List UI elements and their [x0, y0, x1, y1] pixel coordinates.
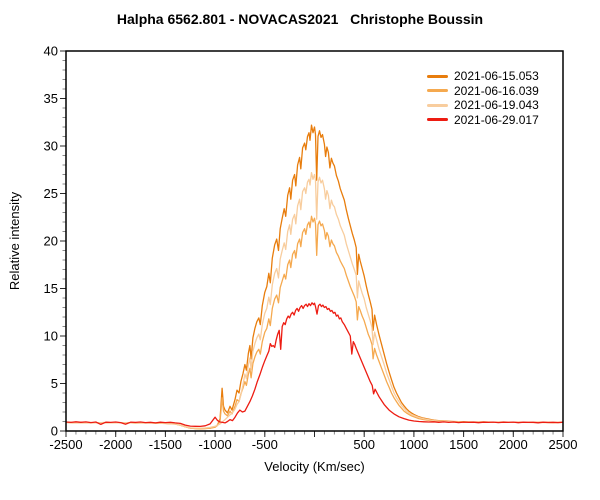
y-tick-label: 10 [44, 329, 58, 344]
y-tick-label: 35 [44, 91, 58, 106]
spectrum-curve-1 [66, 124, 563, 430]
y-tick-label: 20 [44, 234, 58, 249]
legend: 2021-06-15.053 2021-06-16.039 2021-06-19.0… [427, 69, 539, 127]
legend-item: 2021-06-16.039 [427, 84, 539, 99]
legend-swatch-line [427, 89, 448, 93]
y-tick-label: 0 [51, 424, 58, 439]
x-tick-label: -2500 [49, 437, 82, 452]
x-axis-label: Velocity (Km/sec) [264, 459, 365, 474]
y-tick-label: 25 [44, 186, 58, 201]
y-tick-label: 5 [51, 376, 58, 391]
legend-label: 2021-06-29.017 [454, 112, 539, 127]
legend-item: 2021-06-29.017 [427, 113, 539, 128]
legend-label: 2021-06-15.053 [454, 69, 539, 84]
x-tick-label: -500 [252, 437, 278, 452]
x-tick-label: 1500 [449, 437, 478, 452]
y-tick-label: 40 [44, 44, 58, 59]
x-tick-label: 2500 [549, 437, 578, 452]
plot-border [65, 50, 564, 432]
spectrum-curve-3 [66, 171, 563, 429]
legend-item: 2021-06-19.043 [427, 98, 539, 113]
spectrum-curve-4 [66, 302, 563, 428]
legend-swatch-line [427, 118, 448, 122]
spectrum-curve-2 [66, 215, 563, 430]
y-tick-label: 15 [44, 281, 58, 296]
x-tick-label: -2000 [99, 437, 132, 452]
y-tick-label: 30 [44, 139, 58, 154]
legend-label: 2021-06-19.043 [454, 98, 539, 113]
legend-swatch-line [427, 74, 448, 78]
legend-swatch-line [427, 103, 448, 107]
legend-item: 2021-06-15.053 [427, 69, 539, 84]
x-tick-label: -1500 [149, 437, 182, 452]
y-axis-label: Relative intensity [7, 191, 22, 291]
x-tick-label: 2000 [499, 437, 528, 452]
x-tick-label: -1000 [198, 437, 231, 452]
x-tick-label: 1000 [399, 437, 428, 452]
legend-label: 2021-06-16.039 [454, 83, 539, 98]
chart-title: Halpha 6562.801 - NOVACAS2021 Christophe… [116, 11, 484, 27]
x-tick-label: 500 [353, 437, 375, 452]
